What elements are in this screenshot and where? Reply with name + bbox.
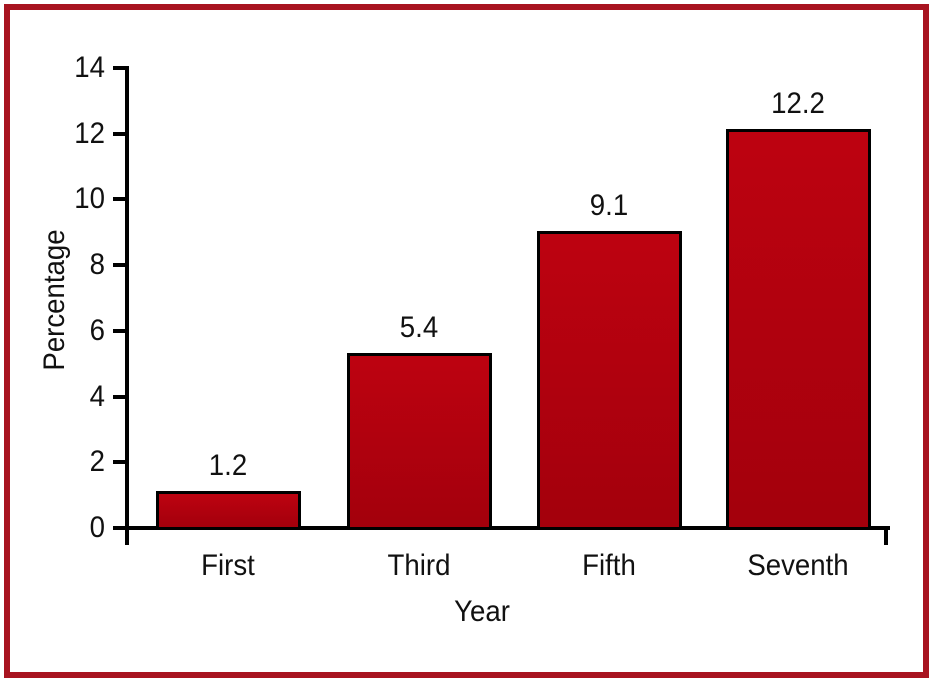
y-tick: [113, 394, 126, 399]
y-tick-label: 12: [74, 116, 105, 150]
y-tick: [113, 328, 126, 333]
y-tick-label: 14: [74, 51, 105, 84]
y-tick: [113, 263, 126, 268]
bar-fifth: [536, 231, 682, 530]
y-tick-label: 10: [74, 182, 105, 216]
x-category-label: Seventh: [747, 549, 849, 582]
y-tick-label: 2: [89, 445, 105, 479]
x-axis-title: Year: [454, 595, 510, 628]
bar-value-label: 1.2: [208, 448, 248, 482]
bar-value-label: 5.4: [399, 310, 439, 344]
bar-first: [155, 490, 301, 530]
x-category-label: Fifth: [582, 549, 636, 582]
x-category-label: Third: [387, 549, 451, 582]
y-tick: [113, 197, 126, 202]
y-tick: [113, 526, 126, 530]
x-axis-line: [125, 526, 890, 530]
y-tick-label: 0: [89, 511, 105, 544]
bar-value-label: 9.1: [589, 189, 629, 222]
bar-seventh: [725, 129, 871, 530]
y-tick-label: 4: [89, 379, 105, 413]
y-tick: [113, 66, 126, 70]
bar-value-label: 12.2: [771, 87, 825, 121]
x-category-label: First: [201, 549, 255, 582]
bar-third: [346, 352, 492, 530]
y-tick: [113, 460, 126, 465]
y-axis-line: [125, 66, 129, 545]
x-axis-end-tick: [884, 526, 888, 545]
y-tick-label: 6: [89, 313, 105, 347]
y-tick: [113, 131, 126, 136]
y-tick-label: 8: [89, 248, 105, 282]
